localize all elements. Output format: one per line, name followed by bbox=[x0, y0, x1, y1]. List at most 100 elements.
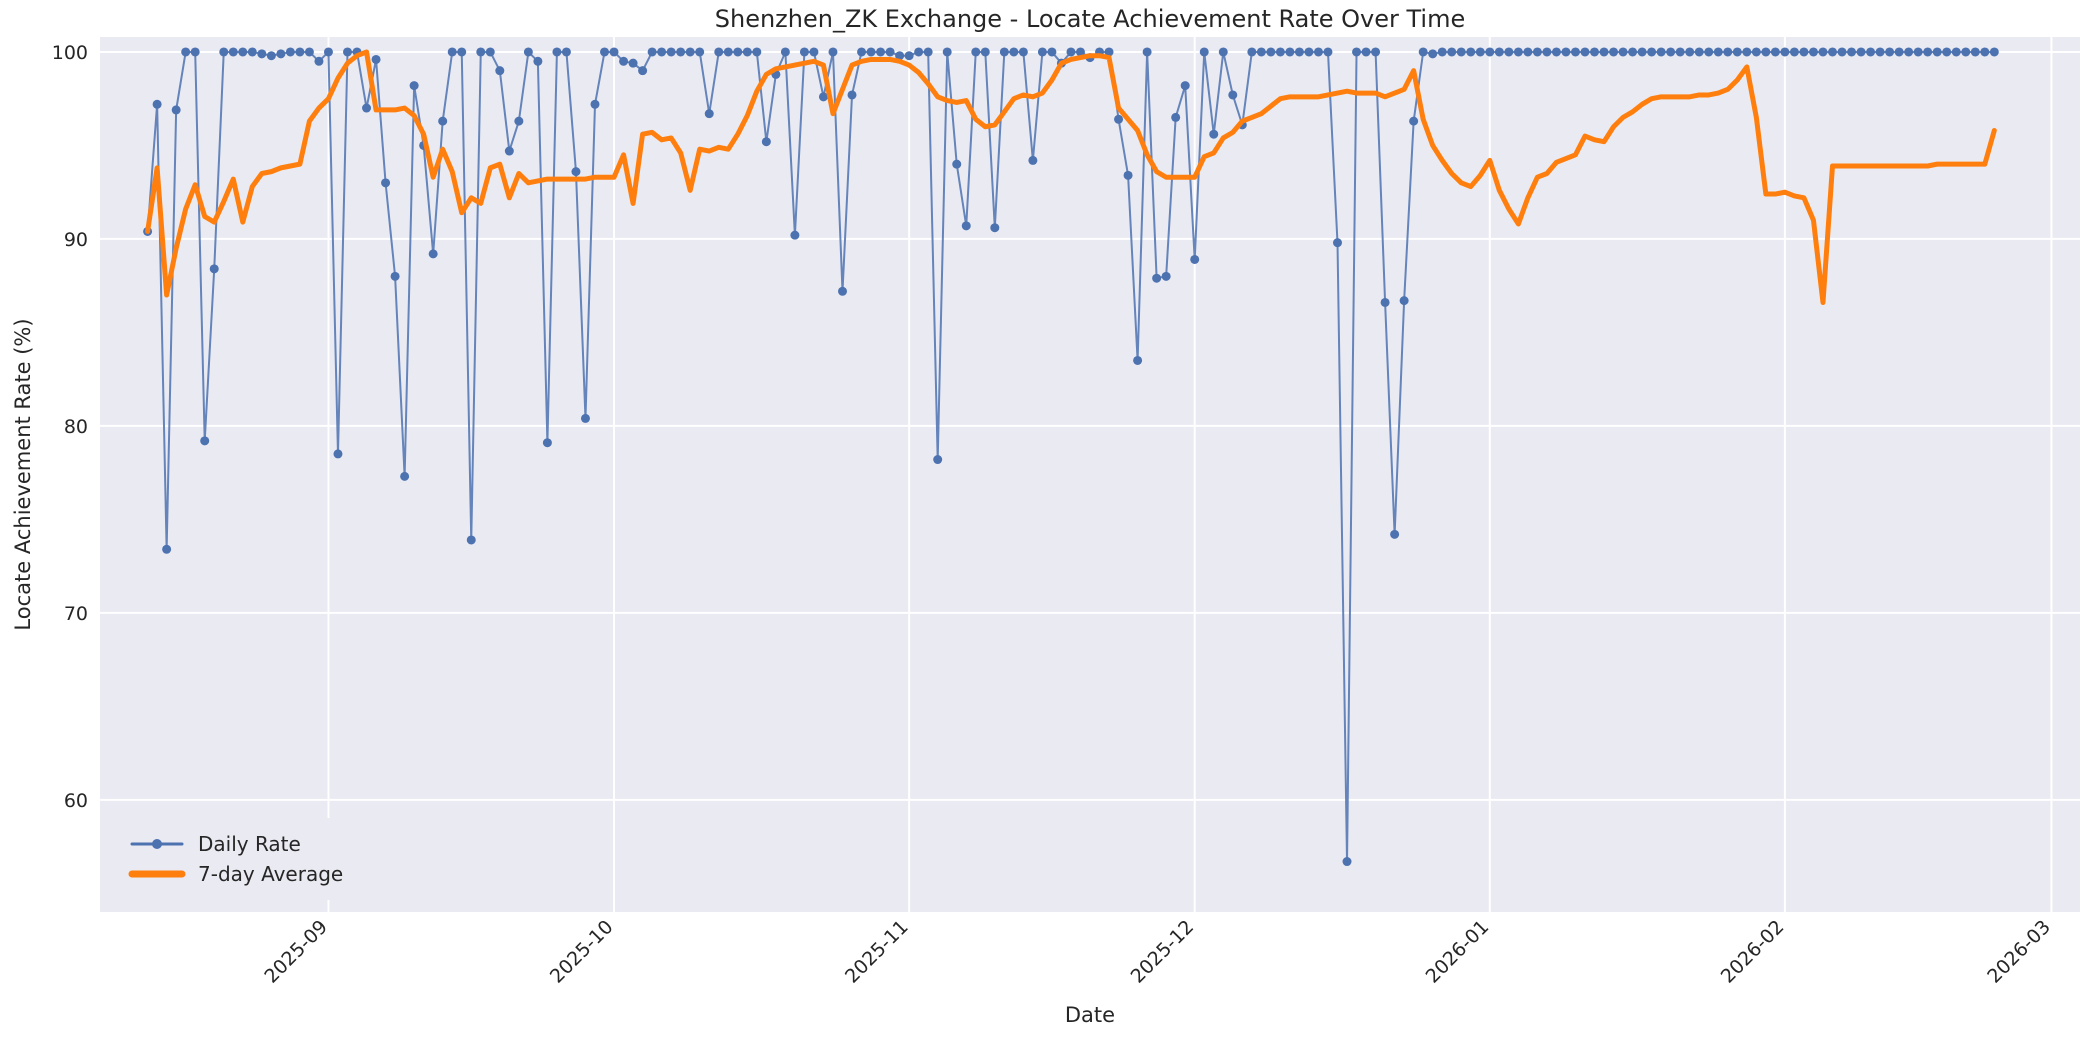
data-point bbox=[1780, 47, 1790, 57]
data-point bbox=[485, 47, 495, 57]
data-point bbox=[1789, 47, 1799, 57]
data-point bbox=[1180, 81, 1190, 91]
data-point bbox=[1828, 47, 1837, 57]
chart-legend[interactable]: Daily Rate 7-day Average bbox=[114, 818, 369, 900]
data-point bbox=[1447, 47, 1457, 57]
data-point bbox=[1761, 47, 1771, 57]
data-point bbox=[876, 47, 886, 57]
data-point bbox=[571, 167, 581, 177]
data-point bbox=[590, 99, 600, 109]
data-point bbox=[295, 47, 305, 57]
data-point bbox=[514, 116, 524, 126]
y-axis-tick-labels: 60 70 80 90 100 bbox=[52, 42, 88, 812]
data-point bbox=[1256, 47, 1266, 57]
data-point bbox=[504, 146, 514, 156]
data-point bbox=[1837, 47, 1847, 57]
data-point bbox=[1532, 47, 1542, 57]
legend-item-seven-day-average[interactable]: 7-day Average bbox=[128, 862, 343, 886]
data-point bbox=[1818, 47, 1828, 57]
data-point bbox=[466, 535, 476, 545]
data-point bbox=[1228, 90, 1238, 100]
data-point bbox=[1513, 47, 1523, 57]
data-point bbox=[790, 230, 800, 240]
data-point bbox=[885, 47, 895, 57]
data-point bbox=[638, 66, 648, 76]
data-point bbox=[809, 47, 819, 57]
data-series-layer bbox=[143, 47, 1999, 867]
y-tick-label: 70 bbox=[64, 603, 88, 625]
data-point bbox=[1523, 47, 1533, 57]
data-point bbox=[714, 47, 724, 57]
data-point bbox=[1504, 47, 1514, 57]
data-point bbox=[657, 47, 667, 57]
data-point bbox=[828, 47, 838, 57]
data-point bbox=[1456, 47, 1466, 57]
data-point bbox=[1399, 296, 1409, 306]
data-point bbox=[1704, 47, 1714, 57]
data-point bbox=[1618, 47, 1628, 57]
data-point bbox=[980, 47, 990, 57]
data-point bbox=[190, 47, 200, 57]
data-point bbox=[1294, 47, 1304, 57]
data-point bbox=[847, 90, 857, 100]
data-point bbox=[1970, 47, 1980, 57]
data-point bbox=[1847, 47, 1857, 57]
data-point bbox=[362, 103, 372, 113]
series-daily-rate bbox=[143, 47, 1999, 867]
data-point bbox=[257, 49, 267, 59]
data-point bbox=[409, 81, 419, 91]
y-tick-label: 90 bbox=[64, 229, 88, 251]
data-point bbox=[1904, 47, 1914, 57]
data-point bbox=[942, 47, 952, 57]
data-point bbox=[1428, 49, 1438, 59]
data-point bbox=[381, 178, 391, 188]
data-point bbox=[1580, 47, 1590, 57]
data-point bbox=[1037, 47, 1047, 57]
data-point bbox=[1104, 47, 1114, 57]
data-point bbox=[895, 51, 905, 61]
data-point bbox=[1637, 47, 1647, 57]
data-point bbox=[266, 51, 276, 61]
data-point bbox=[1742, 47, 1752, 57]
data-point bbox=[1475, 47, 1485, 57]
data-point bbox=[1675, 47, 1685, 57]
data-point bbox=[1161, 271, 1171, 281]
data-point bbox=[371, 54, 381, 64]
data-point bbox=[1590, 47, 1600, 57]
data-point bbox=[323, 47, 333, 57]
data-point bbox=[1732, 47, 1742, 57]
data-point bbox=[247, 47, 257, 57]
data-point bbox=[1989, 47, 1999, 57]
data-point bbox=[818, 92, 828, 102]
data-point bbox=[1352, 47, 1362, 57]
data-point bbox=[685, 47, 695, 57]
data-point bbox=[1018, 47, 1028, 57]
chart-title: Shenzhen_ZK Exchange - Locate Achievemen… bbox=[715, 5, 1466, 33]
legend-item-daily-rate[interactable]: Daily Rate bbox=[130, 832, 301, 856]
data-point bbox=[1866, 47, 1876, 57]
data-point bbox=[1894, 47, 1904, 57]
data-point bbox=[1770, 47, 1780, 57]
data-point bbox=[1466, 47, 1476, 57]
data-point bbox=[1570, 47, 1580, 57]
data-point bbox=[1799, 47, 1809, 57]
data-point bbox=[457, 47, 467, 57]
data-point bbox=[1152, 273, 1162, 283]
data-point bbox=[1885, 47, 1895, 57]
data-point bbox=[276, 49, 286, 59]
data-point bbox=[1656, 47, 1666, 57]
legend-background bbox=[114, 818, 369, 900]
data-point bbox=[628, 58, 638, 68]
data-point bbox=[285, 47, 295, 57]
data-point bbox=[799, 47, 809, 57]
data-point bbox=[1418, 47, 1428, 57]
data-point bbox=[200, 436, 210, 446]
data-point bbox=[961, 221, 971, 231]
data-point bbox=[619, 56, 629, 66]
data-point bbox=[400, 471, 410, 481]
data-point bbox=[1875, 47, 1885, 57]
data-point bbox=[761, 137, 771, 147]
data-point bbox=[1209, 129, 1219, 139]
